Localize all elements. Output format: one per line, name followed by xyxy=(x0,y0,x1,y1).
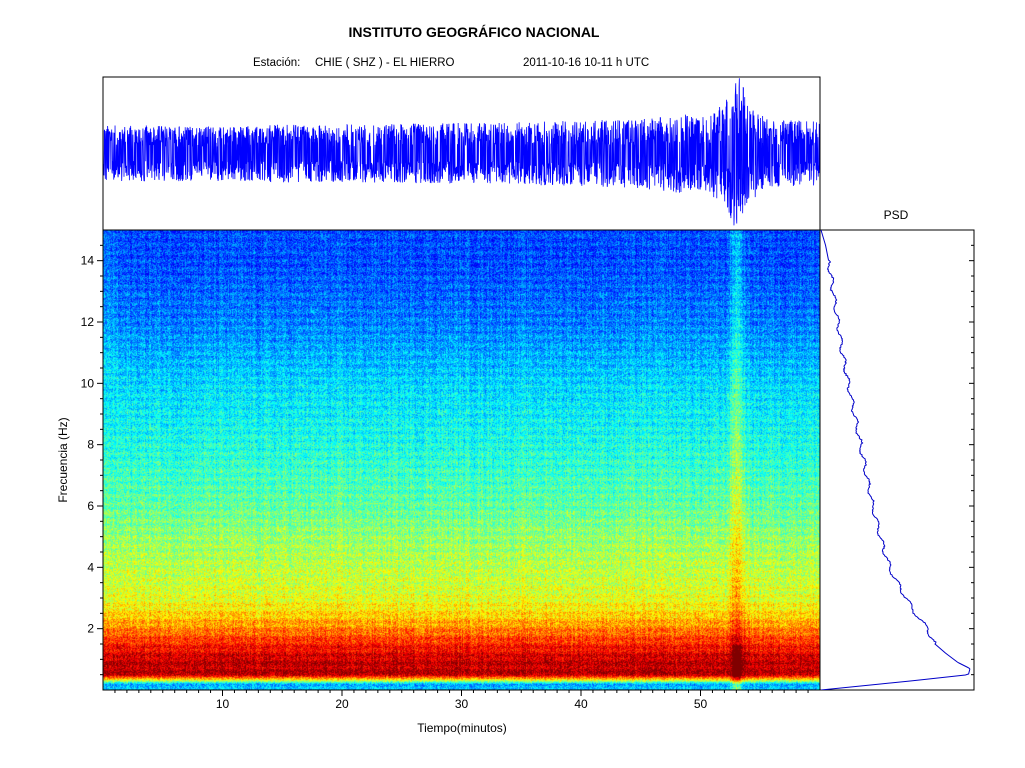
seismogram-trace-group xyxy=(103,78,820,226)
station-label: Estación: xyxy=(253,57,300,69)
y-tick-label: 2 xyxy=(87,622,94,636)
spectrogram-heatmap xyxy=(103,230,820,690)
psd-title: PSD xyxy=(884,208,909,222)
y-axis-label: Frecuencia (Hz) xyxy=(56,417,70,502)
figure-title: INSTITUTO GEOGRÁFICO NACIONAL xyxy=(349,24,600,40)
seismogram-panel xyxy=(102,76,821,231)
spectrogram-panel: 10 20 30 40 50 2 4 6 8 10 12 14 xyxy=(81,229,821,711)
x-tick-label: 50 xyxy=(694,697,708,711)
y-tick-label: 12 xyxy=(81,315,95,329)
psd-ticks xyxy=(969,244,974,676)
x-tick-label: 10 xyxy=(216,697,230,711)
x-tick-label: 30 xyxy=(455,697,469,711)
x-tick-label: 40 xyxy=(574,697,588,711)
y-tick-label: 8 xyxy=(87,438,94,452)
x-axis-label: Tiempo(minutos) xyxy=(417,721,507,735)
station-name: CHIE ( SHZ ) - EL HIERRO xyxy=(315,57,455,69)
datetime-label: 2011-10-16 10-11 h UTC xyxy=(523,57,649,69)
seismogram-trace xyxy=(103,78,820,226)
y-tick-label: 14 xyxy=(81,254,95,268)
x-tick-label: 20 xyxy=(335,697,349,711)
y-tick-label: 4 xyxy=(87,560,94,574)
y-tick-label: 6 xyxy=(87,499,94,513)
spectrogram-axes: 10 20 30 40 50 2 4 6 8 10 12 14 xyxy=(81,244,809,711)
y-tick-label: 10 xyxy=(81,376,95,390)
psd-frame xyxy=(819,229,975,691)
psd-panel xyxy=(819,229,975,691)
psd-curve xyxy=(820,230,971,690)
